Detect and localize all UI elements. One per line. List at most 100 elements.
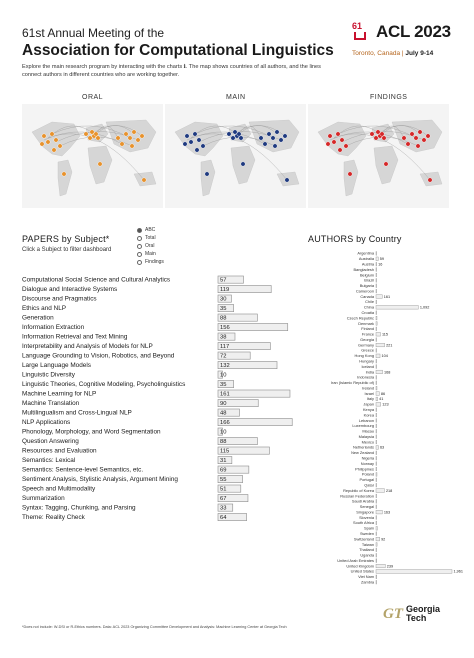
subject-bar[interactable] <box>217 342 271 350</box>
author-dot[interactable] <box>238 135 244 141</box>
author-dot[interactable] <box>204 171 210 177</box>
country-label[interactable]: Kenya <box>363 407 375 412</box>
country-label[interactable]: Switzerland <box>354 536 374 541</box>
author-dot[interactable] <box>139 133 145 139</box>
author-dot[interactable] <box>226 131 232 137</box>
country-bar[interactable] <box>375 299 377 304</box>
country-bar[interactable] <box>375 316 378 321</box>
author-dot[interactable] <box>262 141 268 147</box>
subject-label[interactable]: Machine Learning for NLP <box>22 391 96 398</box>
country-label[interactable]: Qatar <box>364 482 374 487</box>
subject-label[interactable]: Theme: Reality Check <box>22 514 86 521</box>
country-bar[interactable] <box>375 294 383 299</box>
country-bar[interactable] <box>375 380 377 385</box>
author-dot[interactable] <box>83 131 89 137</box>
subject-bar[interactable] <box>217 513 247 521</box>
author-dot[interactable] <box>230 135 236 141</box>
subject-label[interactable]: Large Language Models <box>22 362 91 369</box>
country-bar[interactable] <box>375 537 380 542</box>
country-bar[interactable] <box>375 407 377 412</box>
country-bar[interactable] <box>375 262 377 267</box>
author-dot[interactable] <box>196 137 202 143</box>
country-label[interactable]: Lebanon <box>359 418 374 423</box>
author-dot[interactable] <box>427 177 433 183</box>
subject-label[interactable]: Speech and Multimodality <box>22 486 96 493</box>
country-label[interactable]: Netherlands <box>353 445 374 450</box>
subject-bar[interactable] <box>217 408 240 417</box>
author-dot[interactable] <box>93 131 99 137</box>
country-bar[interactable] <box>375 445 379 450</box>
country-bar[interactable] <box>375 467 377 472</box>
map-panel-oral[interactable] <box>22 104 163 208</box>
author-dot[interactable] <box>282 133 288 139</box>
subject-bar[interactable] <box>217 380 234 388</box>
subject-bar[interactable] <box>217 494 249 502</box>
country-bar[interactable] <box>375 332 381 337</box>
author-dot[interactable] <box>335 131 341 137</box>
author-dot[interactable] <box>369 131 375 137</box>
country-bar[interactable] <box>375 461 377 466</box>
country-bar[interactable] <box>375 343 385 348</box>
author-dot[interactable] <box>278 137 284 143</box>
subject-bar[interactable] <box>217 370 223 379</box>
author-dot[interactable] <box>421 137 427 143</box>
country-bar[interactable] <box>375 564 386 569</box>
subject-label[interactable]: Dialogue and Interactive Systems <box>22 286 117 293</box>
country-label[interactable]: Malaysia <box>359 434 375 439</box>
author-dot[interactable] <box>127 135 133 141</box>
subject-label[interactable]: Discourse and Pragmatics <box>22 296 97 303</box>
author-dot[interactable] <box>373 135 379 141</box>
country-bar[interactable] <box>375 450 377 455</box>
subject-label[interactable]: Phonology, Morphology, and Word Segmenta… <box>22 429 161 436</box>
country-label[interactable]: Chile <box>365 299 374 304</box>
subject-label[interactable]: Resources and Evaluation <box>22 448 97 455</box>
country-bar[interactable] <box>375 434 377 439</box>
country-bar[interactable] <box>375 283 377 288</box>
author-dot[interactable] <box>347 171 353 177</box>
country-bar[interactable] <box>375 348 377 353</box>
subject-label[interactable]: Syntax: Tagging, Chunking, and Parsing <box>22 505 136 512</box>
author-dot[interactable] <box>339 137 345 143</box>
subject-bar[interactable] <box>217 285 272 293</box>
country-label[interactable]: United Arab Emirates <box>337 558 374 563</box>
country-label[interactable]: Macau <box>362 429 374 434</box>
country-bar[interactable] <box>375 510 383 515</box>
country-label[interactable]: Sweden <box>360 531 374 536</box>
author-dot[interactable] <box>284 177 290 183</box>
country-label[interactable]: China <box>364 305 375 310</box>
country-bar[interactable] <box>375 440 377 445</box>
author-dot[interactable] <box>274 129 280 135</box>
country-label[interactable]: New Zealand <box>351 450 374 455</box>
country-label[interactable]: Singapore <box>356 509 374 514</box>
country-label[interactable]: Croatia <box>361 310 374 315</box>
subject-label[interactable]: Machine Translation <box>22 400 80 407</box>
subject-bar[interactable] <box>217 275 244 284</box>
subject-label[interactable]: Semantics: Lexical <box>22 457 75 464</box>
author-dot[interactable] <box>61 171 67 177</box>
subject-label[interactable]: Linguistic Theories, Cognitive Modeling,… <box>22 381 185 388</box>
author-dot[interactable] <box>119 141 125 147</box>
country-bar[interactable] <box>375 423 377 428</box>
subject-label[interactable]: Question Answering <box>22 438 79 445</box>
country-label[interactable]: Israel <box>364 391 374 396</box>
subject-label[interactable]: Semantics: Sentence-level Semantics, etc… <box>22 467 143 474</box>
subject-label[interactable]: Computational Social Science and Cultura… <box>22 277 170 284</box>
author-dot[interactable] <box>236 131 242 137</box>
author-dot[interactable] <box>135 137 141 143</box>
sort-option-oral[interactable]: Oral <box>137 242 164 250</box>
author-dot[interactable] <box>188 139 194 145</box>
country-label[interactable]: Greece <box>361 348 374 353</box>
country-bar[interactable] <box>375 488 385 493</box>
country-label[interactable]: South Africa <box>353 520 375 525</box>
sort-option-abc[interactable]: ABC <box>137 226 164 234</box>
author-dot[interactable] <box>327 133 333 139</box>
author-dot[interactable] <box>240 161 246 167</box>
country-bar[interactable] <box>375 251 377 256</box>
subject-bar[interactable] <box>217 503 234 512</box>
subject-bar[interactable] <box>217 446 270 455</box>
author-dot[interactable] <box>192 131 198 137</box>
country-bar[interactable] <box>375 542 378 547</box>
country-label[interactable]: Nigeria <box>362 456 375 461</box>
author-dot[interactable] <box>331 139 337 145</box>
subject-label[interactable]: Linguistic Diversity <box>22 372 76 379</box>
